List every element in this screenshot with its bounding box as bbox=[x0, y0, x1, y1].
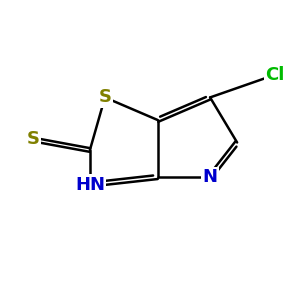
Text: Cl: Cl bbox=[265, 66, 284, 84]
Text: S: S bbox=[98, 88, 111, 106]
Text: N: N bbox=[202, 168, 217, 186]
Text: HN: HN bbox=[75, 176, 105, 194]
Text: S: S bbox=[26, 130, 39, 148]
